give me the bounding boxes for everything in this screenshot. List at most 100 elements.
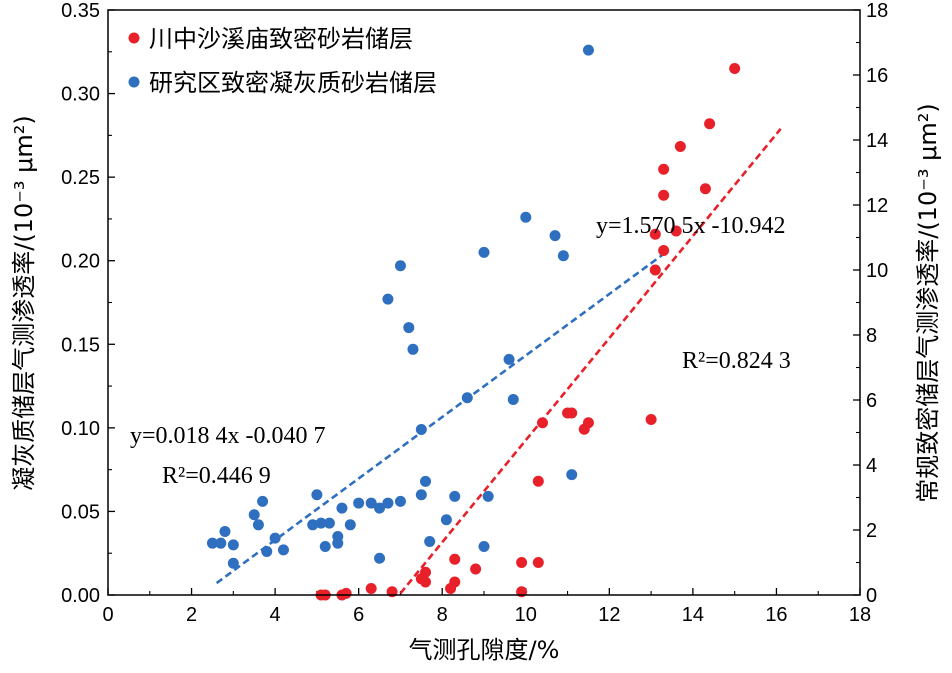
blue-data-point <box>449 490 461 502</box>
fit-lines-layer <box>215 128 782 595</box>
blue-data-point <box>382 293 394 305</box>
y-right-tick-label: 10 <box>866 260 888 282</box>
x-axis-label: 气测孔隙度/% <box>409 636 560 664</box>
blue-data-point <box>482 490 494 502</box>
blue-data-point <box>323 517 335 529</box>
legend-marker-blue <box>128 76 140 88</box>
ticks-layer: 0 2 4 6 8 10 12 14 16 18 0.00 0.05 0.10 0.15 0.20 0.25 0… <box>61 0 888 626</box>
y-left-tick-label: 0.20 <box>61 251 100 273</box>
blue-data-point <box>353 497 365 509</box>
blue-data-point <box>227 539 239 551</box>
red-data-point <box>420 576 432 588</box>
red-data-point <box>645 414 657 425</box>
y-right-tick-label: 16 <box>866 65 888 87</box>
blue-data-point <box>261 546 273 558</box>
blue-data-point <box>407 343 419 355</box>
y-right-tick-label: 2 <box>866 520 877 542</box>
blue-data-point <box>332 537 344 549</box>
x-tick-label: 14 <box>682 604 704 626</box>
blue-data-point <box>248 509 260 521</box>
blue-data-point <box>269 532 281 544</box>
blue-data-point <box>206 537 218 549</box>
x-tick-label: 6 <box>353 604 364 626</box>
blue-data-point <box>252 519 264 531</box>
legend-label-blue: 研究区致密凝灰质砂岩储层 <box>149 69 437 97</box>
red-data-point <box>532 475 544 487</box>
blue-data-point <box>257 495 269 507</box>
red-fit-r2: R²=0.824 3 <box>682 348 791 374</box>
plot-frame <box>107 9 861 596</box>
y-right-tick-label: 12 <box>866 195 888 217</box>
blue-fit-equation: y=0.018 4x -0.040 7 <box>130 423 326 449</box>
red-data-point <box>449 576 461 588</box>
y-right-tick-label: 14 <box>866 130 888 152</box>
blue-data-point <box>319 541 331 553</box>
y-right-axis-label: 常规致密储层气测渗透率/(10⁻³ μm²) <box>914 103 942 503</box>
blue-data-point <box>311 489 323 501</box>
red-data-point <box>536 417 548 429</box>
blue-data-point <box>461 392 473 404</box>
y-left-tick-label: 0.30 <box>61 84 100 106</box>
red-data-point <box>704 118 716 130</box>
blue-data-point <box>420 475 432 487</box>
red-data-point <box>582 417 594 429</box>
red-data-point <box>470 563 482 575</box>
blue-data-point <box>336 502 348 514</box>
red-data-point <box>658 163 670 175</box>
y-left-tick-label: 0.10 <box>61 418 100 440</box>
points-layer <box>206 44 741 601</box>
blue-data-point <box>394 495 406 507</box>
red-data-point <box>449 553 461 565</box>
red-data-point <box>340 587 352 599</box>
red-data-point <box>532 557 544 568</box>
y-left-tick-label: 0.25 <box>61 167 100 189</box>
red-data-point <box>658 189 670 201</box>
blue-data-point <box>507 393 519 405</box>
blue-data-point <box>478 246 490 258</box>
y-right-tick-label: 18 <box>866 0 888 22</box>
x-tick-label: 4 <box>270 604 281 626</box>
blue-data-point <box>520 211 532 223</box>
red-data-point <box>566 407 578 419</box>
blue-data-point <box>415 424 427 436</box>
blue-data-point <box>315 517 327 529</box>
blue-data-point <box>582 44 594 56</box>
blue-data-point <box>374 552 386 564</box>
blue-data-point <box>424 536 436 548</box>
red-data-point <box>674 141 686 152</box>
blue-data-point <box>219 525 231 537</box>
blue-data-point <box>415 489 427 501</box>
blue-data-point <box>307 519 319 531</box>
red-data-point <box>649 228 661 240</box>
y-right-tick-label: 8 <box>866 325 877 347</box>
legend-label-red: 川中沙溪庙致密砂岩储层 <box>149 25 413 53</box>
legend: 川中沙溪庙致密砂岩储层 研究区致密凝灰质砂岩储层 <box>128 25 437 97</box>
red-data-point <box>699 183 711 195</box>
red-data-point <box>729 63 741 74</box>
y-left-tick-label: 0.05 <box>61 501 100 523</box>
y-right-tick-label: 4 <box>866 455 877 477</box>
blue-data-point <box>566 469 578 481</box>
red-data-point <box>658 245 670 256</box>
y-left-tick-label: 0.35 <box>61 0 100 22</box>
red-fit-equation: y=1.570 5x -10.942 <box>596 213 786 239</box>
y-left-tick-label: 0.00 <box>61 585 100 607</box>
blue-data-point <box>394 260 406 272</box>
x-tick-label: 2 <box>186 604 197 626</box>
red-data-point <box>649 264 661 276</box>
red-fit-line <box>399 128 782 595</box>
blue-data-point <box>440 514 452 526</box>
y-left-axis-label: 凝灰质储层气测渗透率/(10⁻³ μm²) <box>10 115 38 491</box>
x-tick-label: 16 <box>765 604 787 626</box>
legend-marker-red <box>128 32 140 44</box>
blue-data-point <box>403 322 415 334</box>
blue-data-point <box>478 541 490 553</box>
red-data-point <box>420 566 432 578</box>
blue-data-point <box>365 497 377 509</box>
y-left-tick-label: 0.15 <box>61 334 100 356</box>
blue-data-point <box>549 230 561 242</box>
blue-fit-line <box>215 249 669 585</box>
blue-data-point <box>344 519 356 531</box>
blue-data-point <box>503 353 515 365</box>
